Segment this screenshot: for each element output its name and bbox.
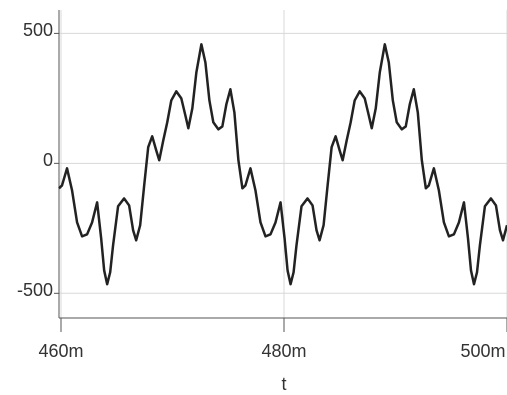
data-line [58,43,507,286]
x-tick-label: 480m [261,341,306,361]
x-axis-label: t [281,374,286,394]
y-tick-label: -500 [17,280,53,300]
x-tick-label: 500m [460,341,505,361]
y-tick-label: 0 [43,150,53,170]
x-tick-label: 460m [38,341,83,361]
y-tick-label: 500 [23,20,53,40]
